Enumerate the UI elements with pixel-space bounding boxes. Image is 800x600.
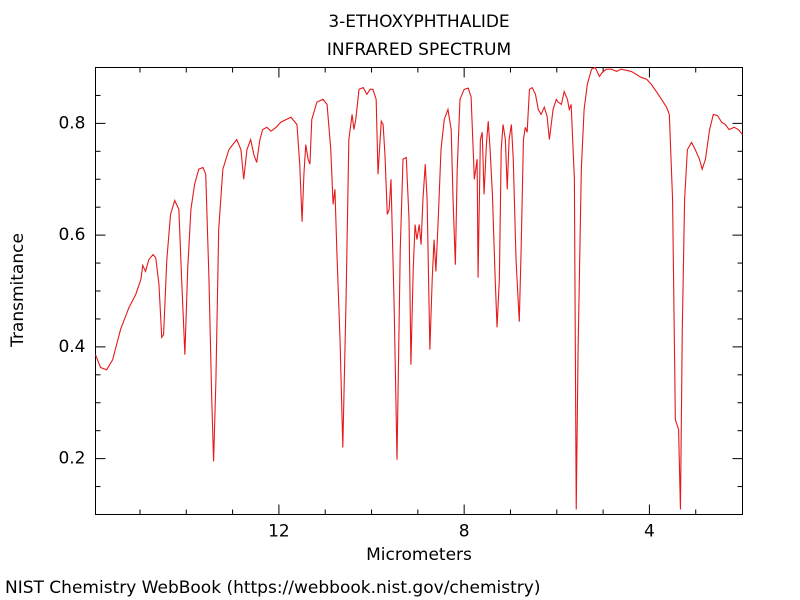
y-tick-label: 0.6 xyxy=(58,225,85,245)
x-axis-label: Micrometers xyxy=(366,545,472,565)
y-axis-label: Transmitance xyxy=(8,233,28,348)
footer: NIST Chemistry WebBook (https://webbook.… xyxy=(5,578,540,598)
y-tick-label: 0.4 xyxy=(58,337,85,357)
plot-frame xyxy=(95,67,743,515)
x-tick-label: 12 xyxy=(268,522,290,542)
y-tick-label: 0.8 xyxy=(58,113,85,133)
chart-title: 3-ETHOXYPHTHALIDE xyxy=(328,12,509,32)
chart-subtitle: INFRARED SPECTRUM xyxy=(327,40,511,60)
x-tick-label: 8 xyxy=(459,522,470,542)
y-tick-label: 0.2 xyxy=(58,449,85,469)
x-tick-label: 4 xyxy=(644,522,655,542)
spectrum-line xyxy=(94,66,743,510)
